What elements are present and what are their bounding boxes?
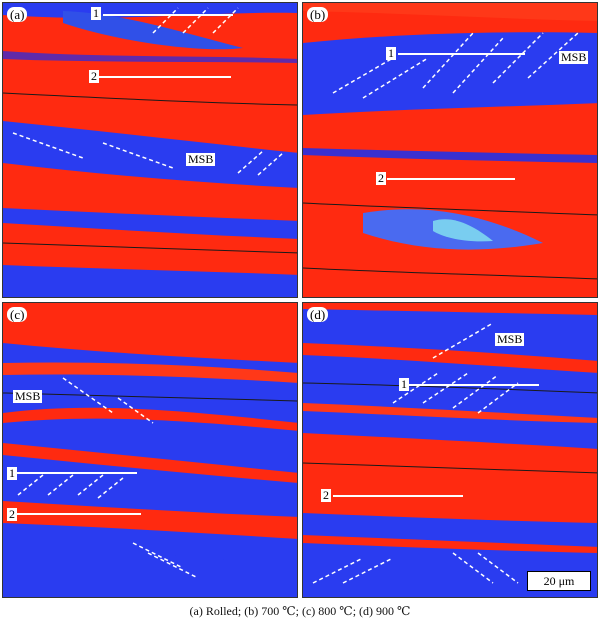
marker-1-label: 1 — [386, 46, 396, 60]
panel-label-b: (b) — [307, 7, 329, 22]
marker-1-label: 1 — [7, 466, 17, 480]
ebsd-map-a — [3, 3, 297, 297]
ebsd-map-b — [303, 3, 597, 297]
marker-2-label: 2 — [321, 488, 331, 502]
marker-2-label: 2 — [7, 507, 17, 521]
marker-1-label: 1 — [399, 377, 409, 391]
panel-label-d: (d) — [307, 307, 329, 322]
panel-label-c: (c) — [7, 307, 28, 322]
marker-2-label: 2 — [89, 69, 99, 83]
msb-label: MSB — [186, 152, 216, 166]
scale-bar: 20 μm — [527, 571, 591, 591]
ebsd-panel-b: (b) 1 2 MSB — [302, 2, 598, 298]
ebsd-panel-d: (d) 1 2 MSB 20 μm — [302, 302, 598, 598]
msb-label: MSB — [559, 50, 589, 64]
ebsd-map-c — [3, 303, 297, 597]
figure-caption: (a) Rolled; (b) 700 ℃; (c) 800 ℃; (d) 90… — [189, 604, 411, 618]
ebsd-map-d — [303, 303, 597, 597]
panel-label-a: (a) — [7, 7, 28, 22]
marker-1-label: 1 — [91, 6, 101, 20]
ebsd-panel-c: (c) 1 2 MSB — [2, 302, 298, 598]
msb-label: MSB — [13, 389, 43, 403]
marker-2-label: 2 — [376, 171, 386, 185]
msb-label: MSB — [495, 332, 525, 346]
ebsd-panel-a: (a) 1 2 MSB — [2, 2, 298, 298]
